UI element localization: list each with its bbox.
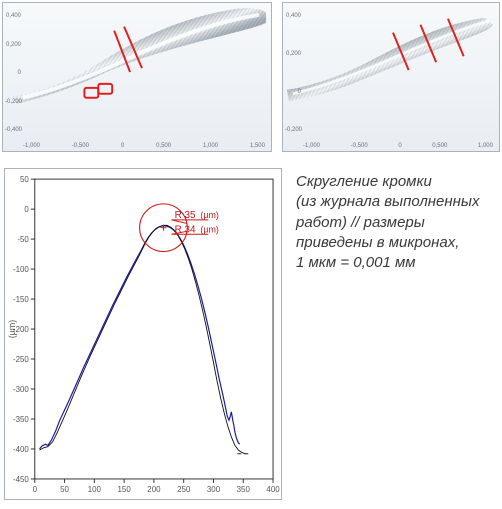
xtick: 1,000	[478, 143, 493, 149]
xtick: 0,500	[156, 143, 171, 149]
caption: Скругление кромки (из журнала выполненны…	[296, 168, 498, 500]
caption-line: (из журнала выполненных	[296, 192, 494, 212]
svg-text:150: 150	[118, 485, 132, 494]
svg-text:50: 50	[60, 485, 69, 494]
xtick: 0,500	[432, 143, 447, 149]
topography-image-right: 0,400 0,200 0 -0,200 -1,000 -0,500 0 0,5…	[282, 2, 500, 152]
svg-text:200: 200	[147, 485, 161, 494]
svg-text:250: 250	[177, 485, 191, 494]
xtick: 1,500	[250, 143, 265, 149]
xtick: 0	[121, 143, 124, 149]
ytick: 0,200	[5, 42, 21, 48]
ytick: 0,400	[285, 13, 301, 19]
xtick: -1,000	[303, 143, 320, 149]
svg-text:300: 300	[207, 485, 221, 494]
caption-line: Скругление кромки	[296, 172, 494, 192]
caption-line: 1 мкм = 0,001 мм	[296, 253, 494, 273]
ytick: -0,200	[285, 127, 301, 133]
svg-text:-150: -150	[13, 295, 29, 304]
xtick: 0	[398, 143, 401, 149]
profile-chart: 0 50 100 150 200 250 300 350 400 50 0 -50 -100 -150 -2…	[4, 168, 282, 500]
svg-text:-50: -50	[17, 235, 29, 244]
svg-text:-450: -450	[13, 475, 29, 484]
topography-image-left: 0,400 0,200 0 -0,200 -0,400 -1,000 -0,50…	[2, 2, 272, 152]
xtick: -0,500	[351, 143, 368, 149]
svg-text:-100: -100	[13, 265, 29, 274]
svg-text:50: 50	[20, 175, 29, 184]
ytick: -0,400	[5, 127, 21, 133]
ytick: -0,200	[5, 99, 21, 105]
svg-text:100: 100	[88, 485, 102, 494]
caption-line: приведены в микронах,	[296, 233, 494, 253]
svg-text:-250: -250	[13, 355, 29, 364]
svg-text:R 35: R 35	[175, 210, 196, 221]
caption-line: работ) // размеры	[296, 213, 494, 233]
svg-text:350: 350	[237, 485, 251, 494]
ytick: 0,200	[285, 51, 301, 57]
svg-text:R 34: R 34	[175, 224, 196, 235]
svg-text:0: 0	[24, 205, 29, 214]
svg-text:0: 0	[33, 485, 38, 494]
ytick: 0,400	[5, 13, 21, 19]
xtick: 1,000	[203, 143, 218, 149]
axis-y-left: 0,400 0,200 0 -0,200 -0,400	[5, 13, 21, 133]
ytick: 0	[5, 70, 21, 76]
axis-x-left: -1,000 -0,500 0 0,500 1,000 1,500	[23, 143, 265, 149]
svg-text:400: 400	[266, 485, 280, 494]
ytick: 0	[285, 89, 301, 95]
axis-y-right: 0,400 0,200 0 -0,200	[285, 13, 301, 133]
svg-text:-350: -350	[13, 415, 29, 424]
axis-x-right: -1,000 -0,500 0 0,500 1,000	[303, 143, 493, 149]
svg-text:-400: -400	[13, 445, 29, 454]
xtick: -0,500	[72, 143, 89, 149]
svg-text:(µm): (µm)	[200, 224, 219, 234]
xtick: -1,000	[23, 143, 40, 149]
svg-text:(µm): (µm)	[7, 320, 17, 339]
svg-text:-300: -300	[13, 385, 29, 394]
svg-text:(µm): (µm)	[200, 210, 219, 220]
